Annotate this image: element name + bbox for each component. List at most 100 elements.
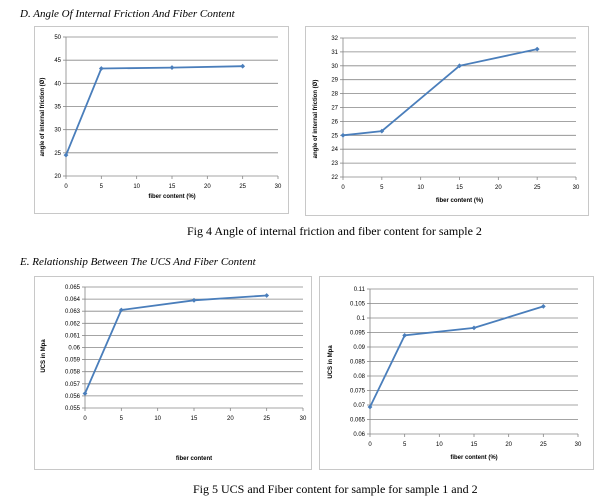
x-axis-title: fiber content (%) xyxy=(148,194,195,200)
y-tick-label: 22 xyxy=(331,175,338,181)
data-point-marker xyxy=(169,65,175,70)
data-point-marker xyxy=(82,391,88,396)
x-tick-label: 15 xyxy=(169,184,176,190)
y-tick-label: 30 xyxy=(331,64,338,70)
y-tick-label: 0.056 xyxy=(65,394,81,400)
data-point-marker xyxy=(264,293,270,298)
x-tick-label: 5 xyxy=(380,185,384,191)
y-tick-label: 23 xyxy=(331,161,338,167)
y-tick-label: 0.075 xyxy=(350,389,366,395)
y-axis-title: UCS in Mpa xyxy=(41,339,47,373)
y-tick-label: 31 xyxy=(331,50,338,56)
y-tick-label: 0.064 xyxy=(65,297,81,303)
y-tick-label: 40 xyxy=(54,81,61,87)
data-point-marker xyxy=(402,333,408,338)
y-tick-label: 0.057 xyxy=(65,382,81,388)
series-line xyxy=(84,294,267,394)
x-tick-label: 0 xyxy=(83,416,87,422)
data-point-marker xyxy=(367,404,373,410)
data-point-marker xyxy=(471,325,477,331)
y-tick-label: 0.063 xyxy=(65,309,81,315)
x-tick-label: 15 xyxy=(456,185,463,191)
x-tick-label: 10 xyxy=(436,442,443,448)
data-point-marker xyxy=(240,63,246,69)
x-tick-label: 25 xyxy=(239,184,246,190)
y-tick-label: 35 xyxy=(54,105,61,111)
series-line xyxy=(369,305,544,408)
y-axis-title: UCS in Mpa xyxy=(328,345,334,379)
y-tick-label: 0.085 xyxy=(350,360,366,366)
chart-ucs-right-svg: 0.060.0650.070.0750.080.0850.090.0950.10… xyxy=(328,287,582,461)
y-tick-label: 27 xyxy=(331,106,338,112)
x-tick-label: 25 xyxy=(540,442,547,448)
data-point-marker xyxy=(191,297,197,303)
x-tick-label: 10 xyxy=(133,184,140,190)
data-point-marker xyxy=(63,152,69,158)
chart-friction-right-svg: 22 23 24 25 26 27 28 29 30 31 32 0 5 10 15 20 25 30 fiber … xyxy=(313,36,580,204)
y-tick-label: 0.09 xyxy=(353,345,365,351)
x-tick-label: 30 xyxy=(575,442,582,448)
y-tick-label: 0.062 xyxy=(65,321,81,327)
y-tick-label: 0.061 xyxy=(65,333,81,339)
data-point-marker xyxy=(379,128,385,134)
x-tick-label: 15 xyxy=(191,416,198,422)
x-tick-label: 5 xyxy=(120,416,124,422)
y-tick-label: 45 xyxy=(54,58,61,64)
x-tick-label: 0 xyxy=(64,184,68,190)
y-tick-label: 0.105 xyxy=(350,302,366,308)
x-tick-label: 10 xyxy=(417,185,424,191)
y-tick-label: 20 xyxy=(54,174,61,180)
x-tick-label: 15 xyxy=(471,442,478,448)
y-tick-label: 30 xyxy=(54,128,61,134)
data-point-marker xyxy=(534,46,540,52)
x-tick-label: 25 xyxy=(263,416,270,422)
chart-friction-left: 20 25 30 35 40 45 50 0 5 10 15 20 25 30 fiber content … xyxy=(34,26,289,214)
x-axis-title: fiber content (%) xyxy=(450,455,497,461)
y-axis-title: angle of internal friction (Ø) xyxy=(313,80,319,159)
x-tick-label: 10 xyxy=(154,416,161,422)
y-tick-label: 25 xyxy=(331,133,338,139)
y-tick-label: 0.06 xyxy=(68,346,80,352)
y-tick-label: 0.055 xyxy=(65,406,81,412)
y-tick-label: 24 xyxy=(331,147,338,153)
y-tick-label: 50 xyxy=(54,35,61,41)
chart-ucs-left-svg: 0.055 0.056 0.057 0.058 0.059 0.06 0.061 0.062 0… xyxy=(41,285,307,462)
x-tick-label: 5 xyxy=(403,442,407,448)
x-tick-label: 30 xyxy=(573,185,580,191)
fig5-caption: Fig 5 UCS and Fiber content for sample f… xyxy=(193,482,478,496)
data-point-marker xyxy=(340,132,346,138)
y-tick-label: 0.095 xyxy=(350,331,366,337)
x-tick-label: 20 xyxy=(227,416,234,422)
y-tick-label: 25 xyxy=(54,151,61,157)
y-tick-label: 0.065 xyxy=(65,285,81,291)
x-tick-label: 0 xyxy=(368,442,372,448)
y-tick-label: 0.11 xyxy=(354,287,366,293)
y-tick-label: 0.065 xyxy=(350,418,366,424)
chart-ucs-left: 0.055 0.056 0.057 0.058 0.059 0.06 0.061 0.062 0… xyxy=(34,276,312,470)
x-tick-label: 30 xyxy=(275,184,282,190)
x-tick-label: 20 xyxy=(505,442,512,448)
x-tick-label: 0 xyxy=(341,185,345,191)
x-axis-title: fiber content (%) xyxy=(436,198,483,204)
x-tick-label: 20 xyxy=(495,185,502,191)
data-point-marker xyxy=(98,66,104,71)
y-tick-label: 29 xyxy=(331,78,338,84)
fig4-caption: Fig 4 Angle of internal friction and fib… xyxy=(187,224,482,238)
y-tick-label: 32 xyxy=(331,36,338,42)
y-tick-label: 0.06 xyxy=(353,432,365,438)
x-tick-label: 25 xyxy=(534,185,541,191)
chart-friction-left-svg: 20 25 30 35 40 45 50 0 5 10 15 20 25 30 fiber content … xyxy=(40,35,282,200)
section-d-heading: D. Angle Of Internal Friction And Fiber … xyxy=(20,8,235,20)
y-tick-label: 0.1 xyxy=(357,316,366,322)
x-axis-title: fiber content xyxy=(176,456,212,462)
y-tick-label: 0.058 xyxy=(65,370,81,376)
chart-ucs-right: 0.06 0.065 0.07 0.075 0.08 0.085 0.09 0.095 0.1 0… xyxy=(319,276,594,470)
series-line xyxy=(65,65,243,156)
x-tick-label: 5 xyxy=(100,184,104,190)
y-tick-label: 0.059 xyxy=(65,358,81,364)
y-tick-label: 0.08 xyxy=(353,374,365,380)
y-tick-label: 26 xyxy=(331,119,338,125)
series-line xyxy=(342,48,538,137)
data-point-marker xyxy=(118,307,124,313)
y-tick-label: 0.07 xyxy=(353,403,365,409)
